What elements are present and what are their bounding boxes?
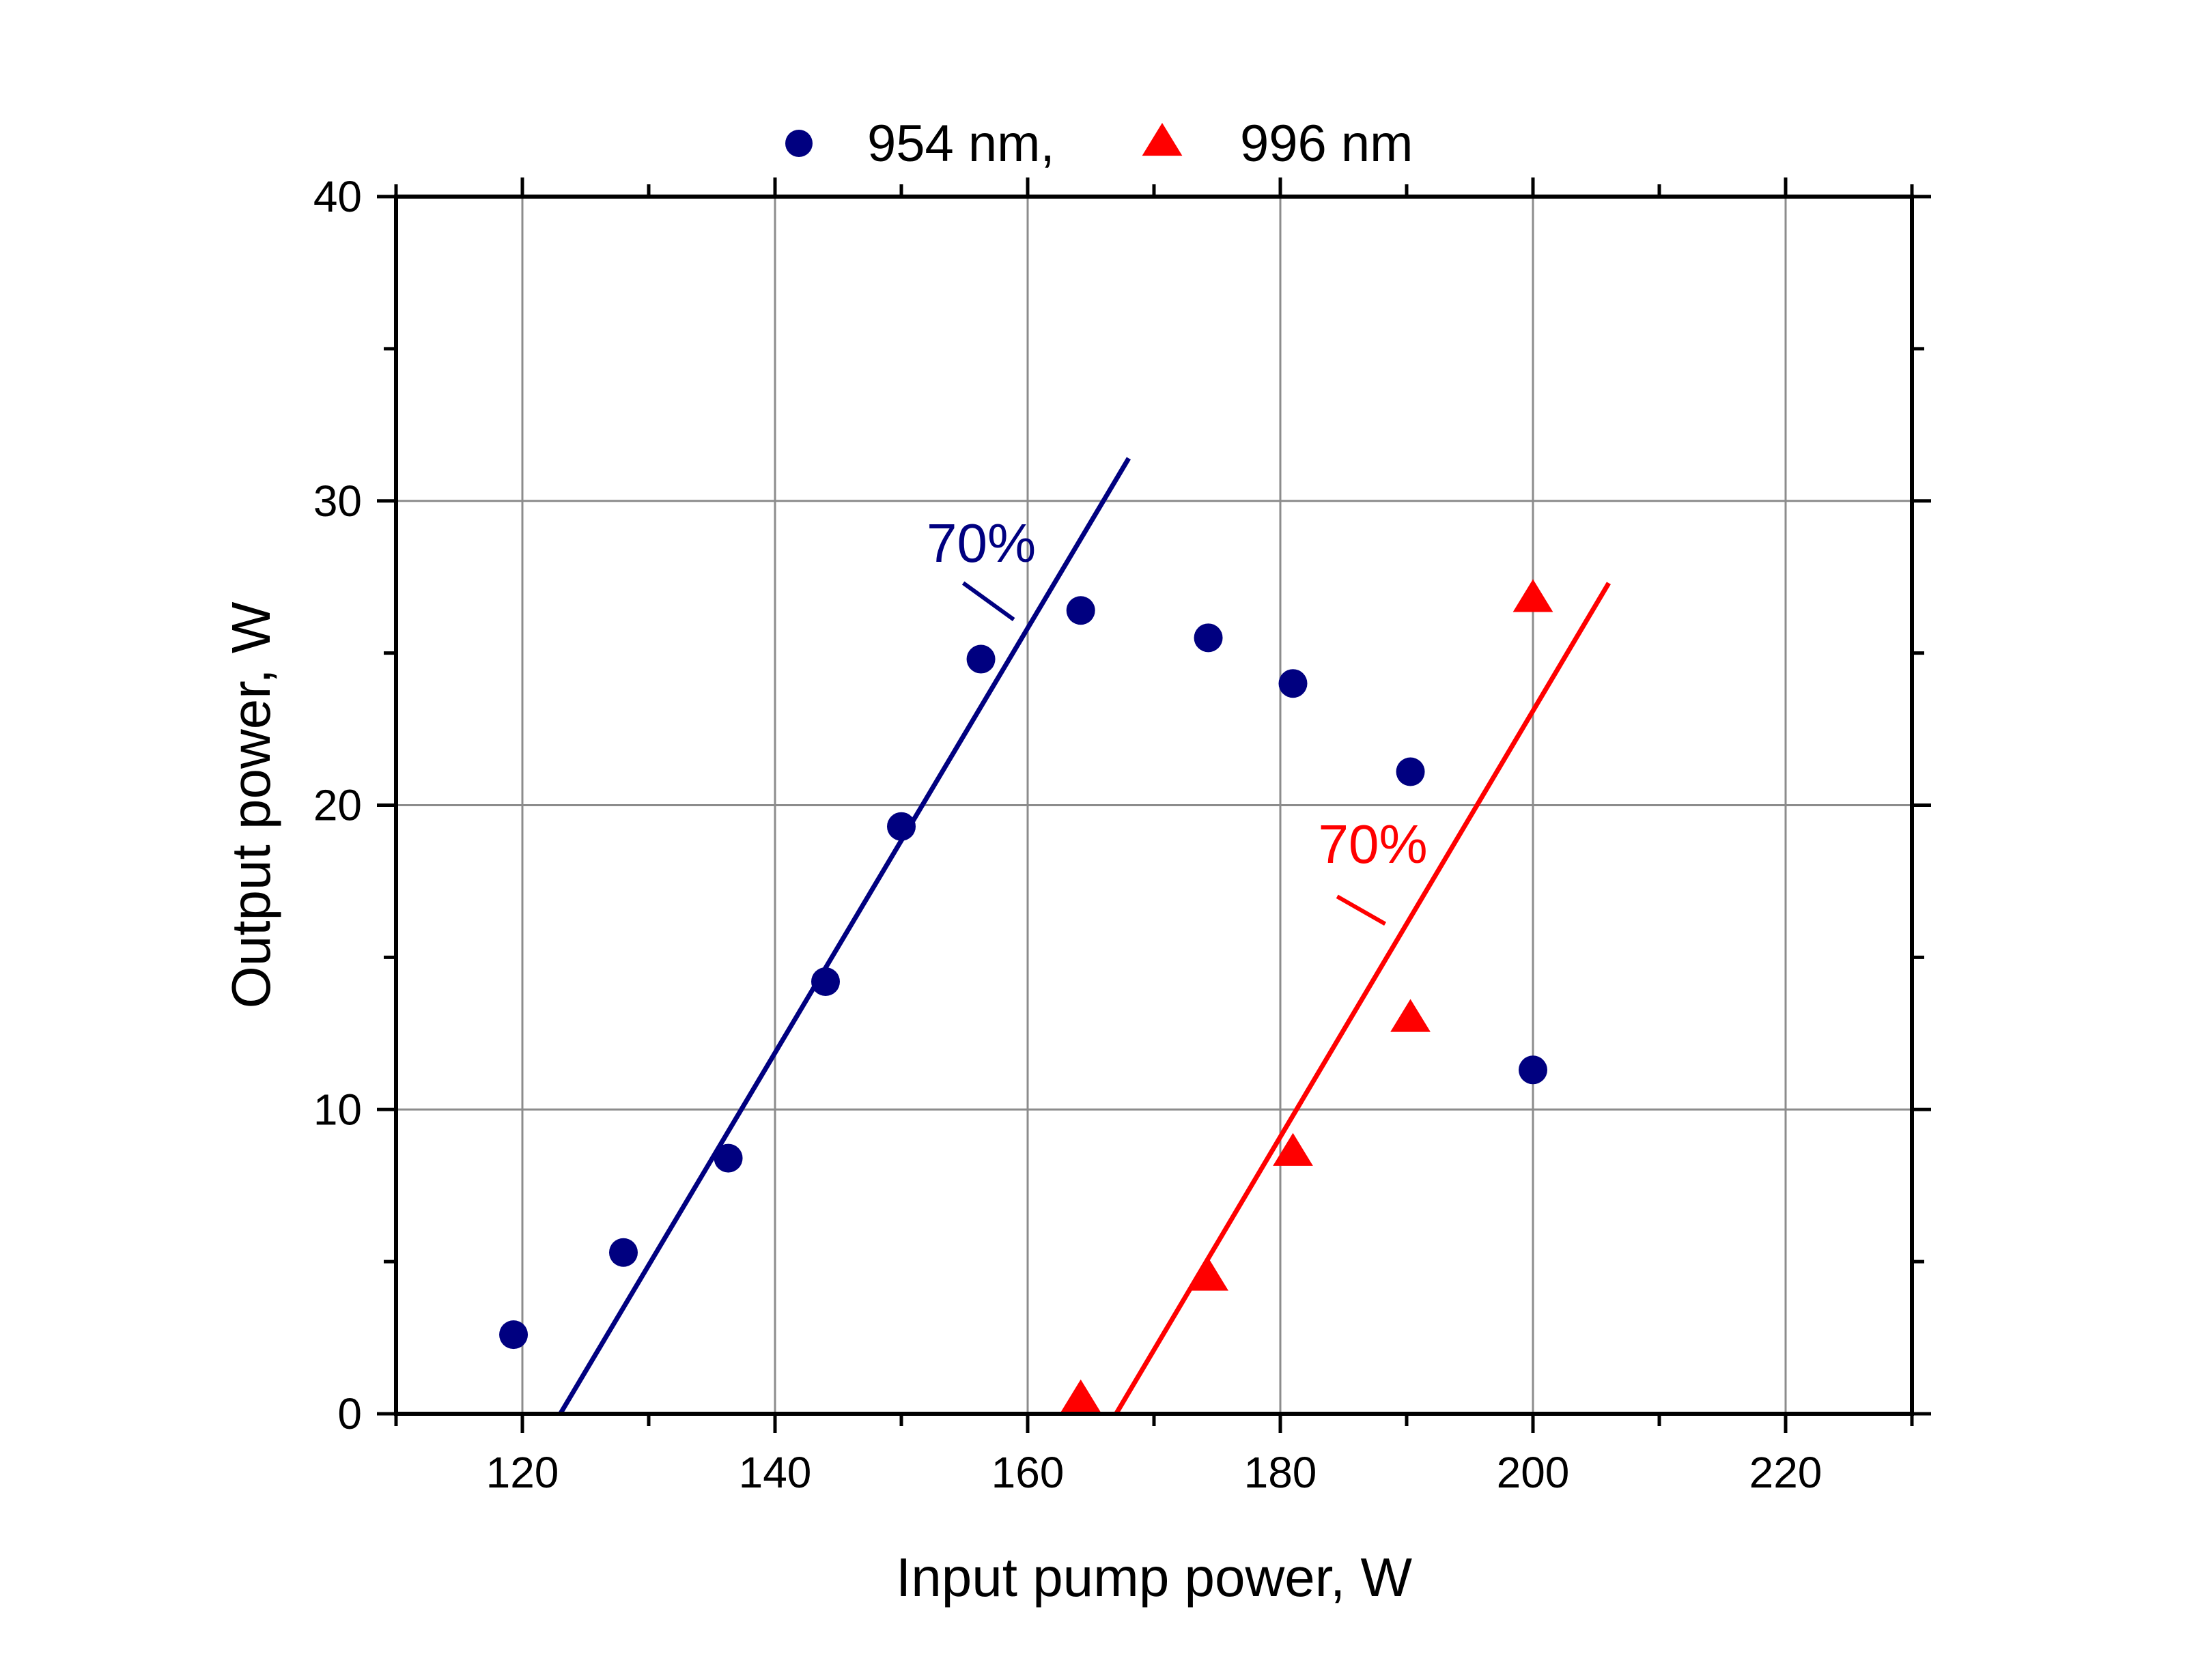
legend-marker-954nm: [785, 130, 813, 157]
data-point-series1: [1188, 1257, 1228, 1291]
data-point-series0: [499, 1320, 529, 1350]
annotation-label-0: 70%: [927, 513, 1036, 573]
legend-label-996nm: 996 nm: [1240, 115, 1413, 173]
data-point-series0: [811, 967, 840, 997]
x-axis-title: Input pump power, W: [896, 1547, 1412, 1608]
annotation-leader-0: [961, 581, 1015, 622]
data-point-series0: [714, 1143, 743, 1173]
x-tick-label: 200: [1497, 1448, 1570, 1497]
grid: [396, 195, 1912, 1415]
data-point-series0: [1194, 623, 1223, 653]
data-point-series0: [1278, 669, 1308, 698]
x-tick-label: 160: [991, 1448, 1065, 1497]
y-tick-label: 30: [313, 476, 362, 526]
data-point-series0: [609, 1238, 638, 1267]
data-point-series0: [1519, 1055, 1547, 1085]
data-points: [499, 579, 1553, 1412]
y-tick-label: 0: [337, 1389, 362, 1438]
data-point-series0: [1396, 757, 1425, 786]
annotation-label-1: 70%: [1319, 814, 1428, 874]
x-tick-label: 140: [739, 1448, 812, 1497]
axis-ticks: 120 140 160 180 200 220 0 10 20 30 40: [313, 172, 1931, 1497]
x-tick-label: 120: [486, 1448, 559, 1497]
y-tick-label: 40: [313, 172, 362, 221]
data-point-series1: [1273, 1133, 1313, 1166]
x-tick-label: 180: [1244, 1448, 1317, 1497]
data-point-series0: [1066, 596, 1095, 625]
x-tick-label: 220: [1749, 1448, 1822, 1497]
y-axis-title: Output power, W: [221, 601, 281, 1008]
data-point-series1: [1060, 1379, 1101, 1412]
data-point-series1: [1390, 999, 1431, 1032]
y-tick-label: 20: [313, 781, 362, 830]
legend-label-954nm: 954 nm,: [867, 115, 1055, 173]
data-point-series0: [887, 812, 916, 841]
annotation-leader-1: [1336, 894, 1387, 926]
data-point-series1: [1512, 579, 1553, 612]
legend: 954 nm, 996 nm: [785, 115, 1413, 173]
data-point-series0: [966, 644, 996, 674]
annotations: 70% 70%: [927, 513, 1428, 926]
legend-marker-996nm: [1142, 123, 1183, 156]
fit-line-0: [558, 457, 1131, 1415]
y-tick-label: 10: [313, 1085, 362, 1134]
